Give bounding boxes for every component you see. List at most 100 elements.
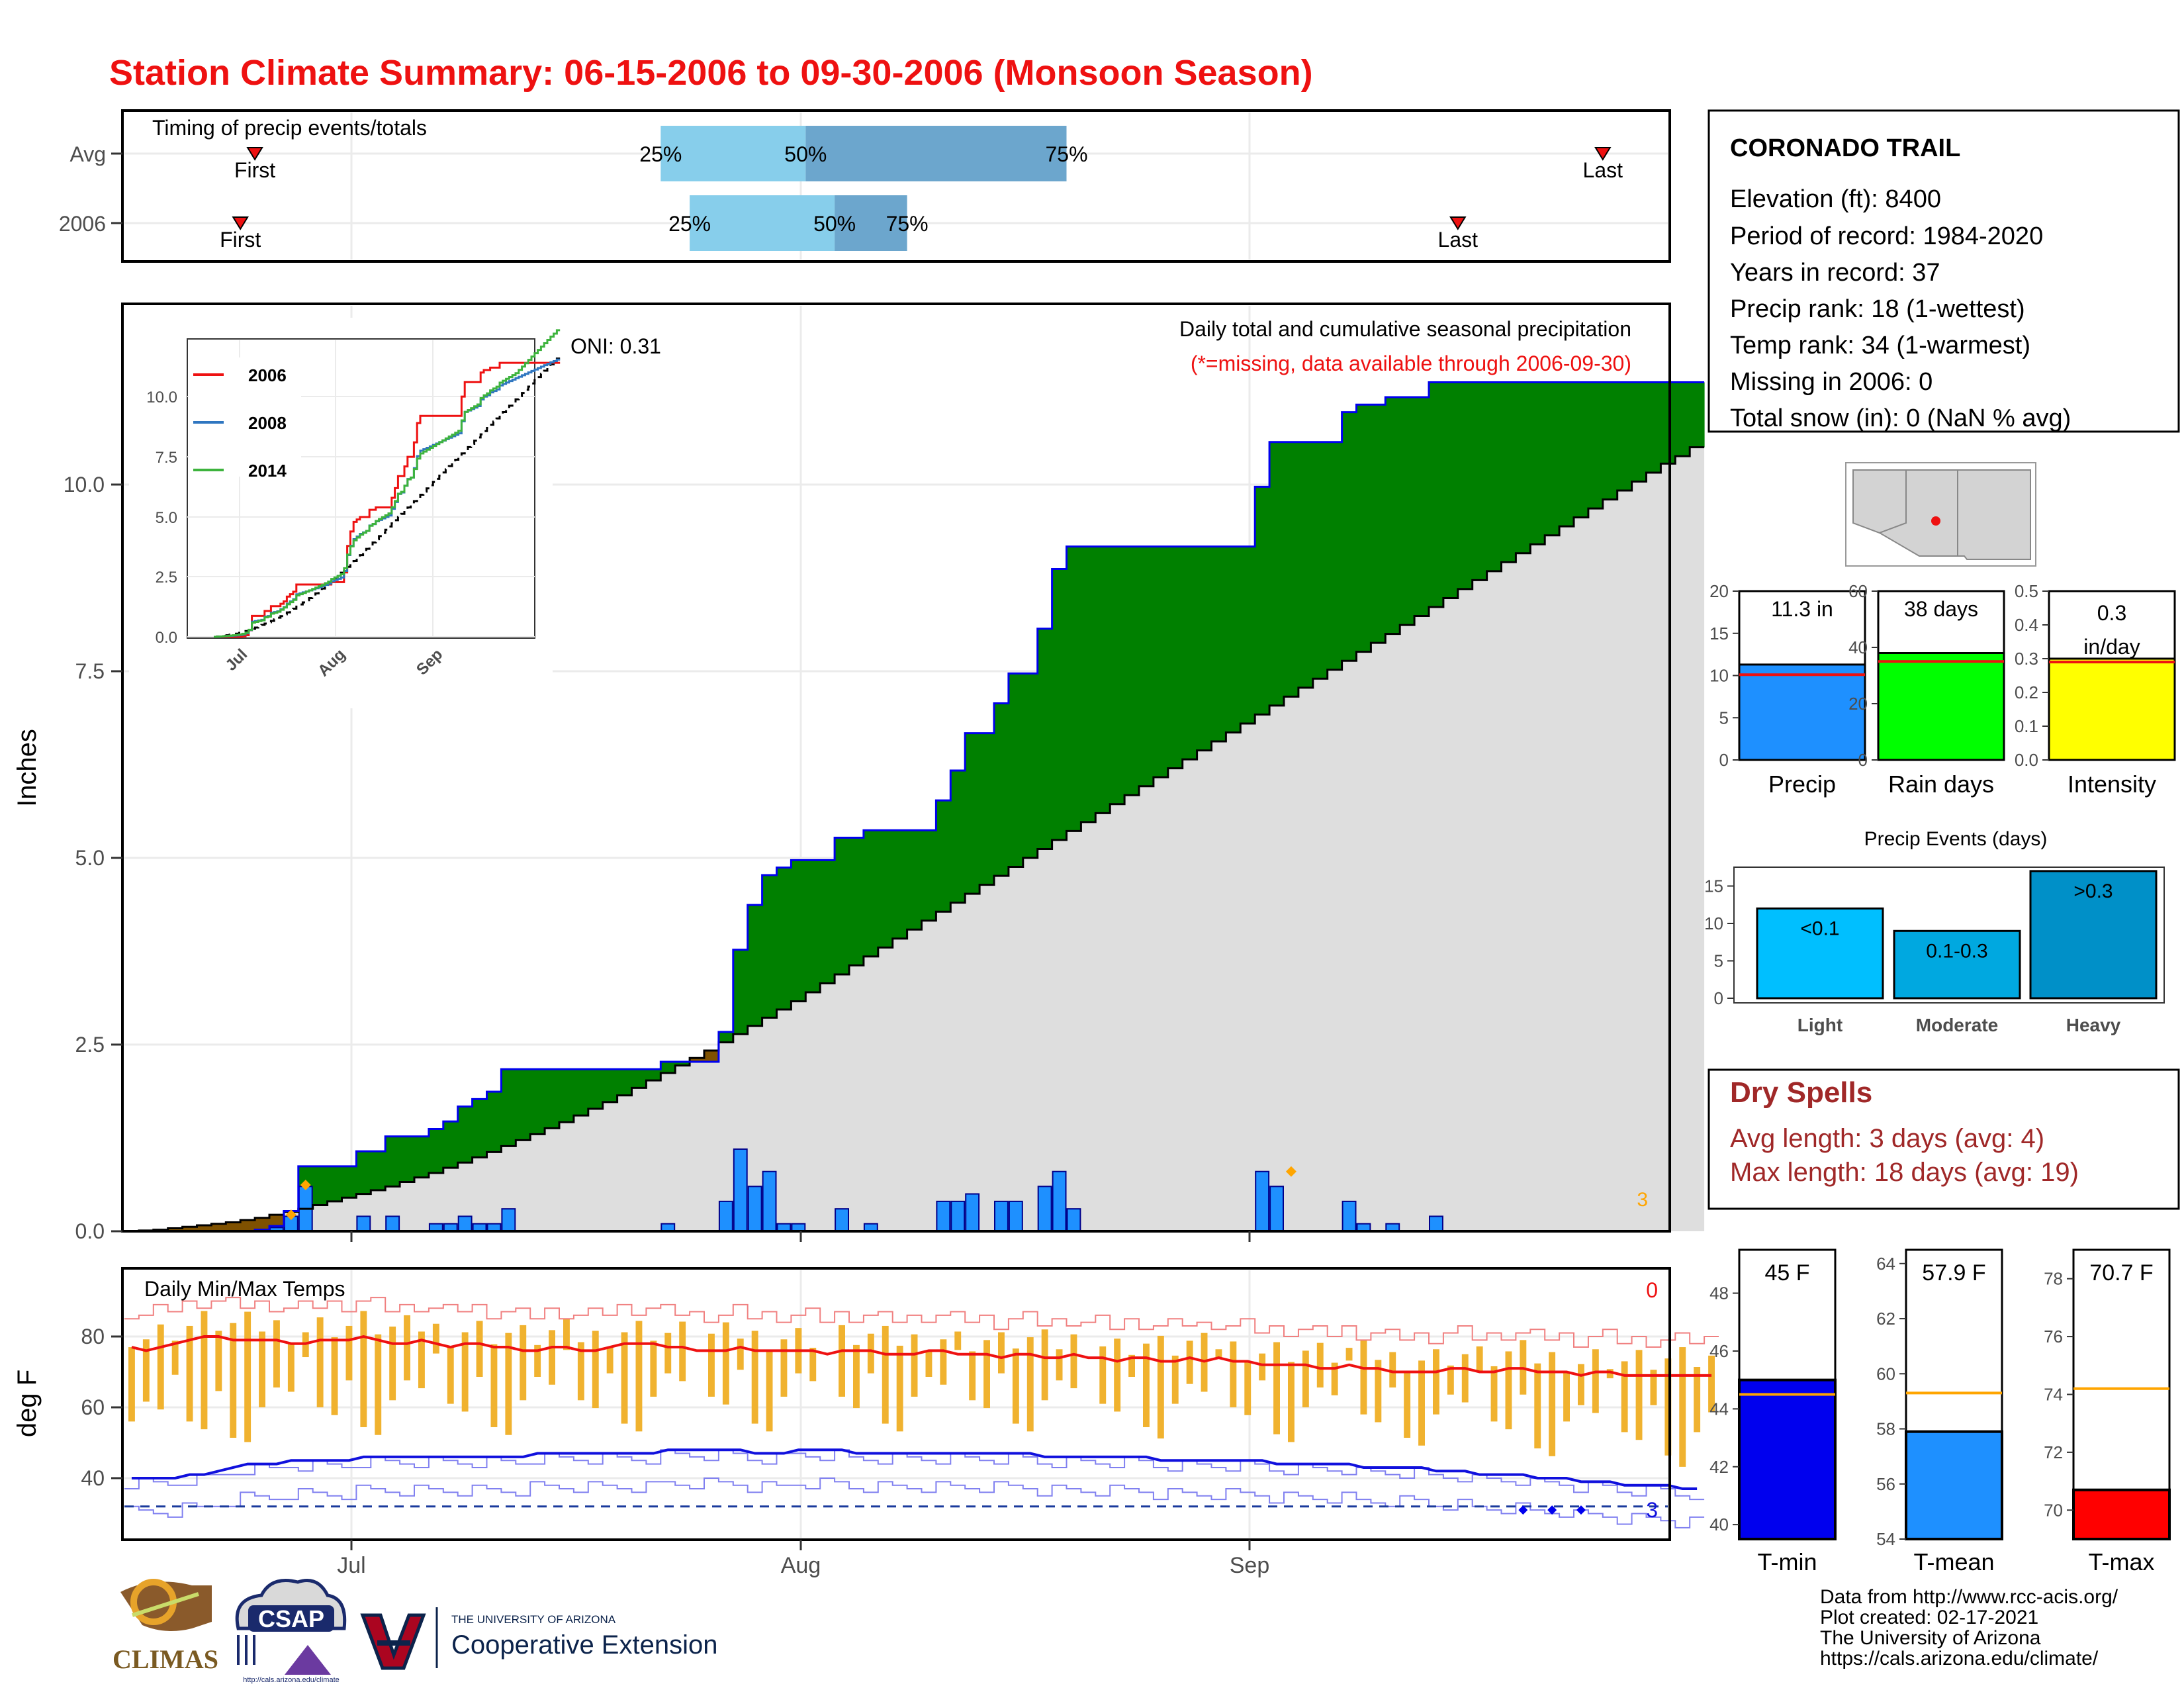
csap-wordmark: CSAP <box>258 1605 324 1632</box>
oni-label: ONI: 0.31 <box>570 334 661 358</box>
summary-y-tick: 0 <box>1719 750 1729 770</box>
footer-line: https://cals.arizona.edu/climate/ <box>1820 1648 2099 1669</box>
event-y-tick: 5 <box>1714 951 1723 971</box>
precip-y-tick: 0.0 <box>75 1219 105 1243</box>
precip-corner-count: 3 <box>1637 1189 1648 1211</box>
below-avg-fill <box>269 1215 285 1227</box>
temp-y-tick: 40 <box>81 1466 105 1490</box>
daily-temp-range-bar <box>1664 1358 1672 1456</box>
inset-2014-line <box>214 329 561 638</box>
temp-summary-y-tick: 78 <box>2044 1269 2063 1289</box>
daily-temp-range-bar <box>1288 1362 1295 1442</box>
timing-label: Timing of precip events/totals <box>152 116 427 140</box>
precip-y-tick: 2.5 <box>75 1033 105 1056</box>
dry-spells-avg: Avg length: 3 days (avg: 4) <box>1730 1124 2044 1153</box>
timing-first-marker <box>246 147 263 161</box>
csap-url: http://cals.arizona.edu/climate <box>243 1676 340 1684</box>
daily-temp-range-bar <box>1389 1352 1396 1388</box>
daily-temp-range-bar <box>621 1332 628 1424</box>
precip-heading: Daily total and cumulative seasonal prec… <box>1179 317 1631 341</box>
above-avg-fill <box>805 860 821 993</box>
above-avg-fill <box>1414 397 1430 616</box>
timing-last-marker <box>1449 216 1467 230</box>
summary-y-tick: 0.1 <box>2015 716 2038 736</box>
inset-y-tick: 7.5 <box>156 449 177 467</box>
record-min-line <box>124 1477 1705 1528</box>
daily-temp-range-bar <box>230 1323 237 1438</box>
above-avg-fill <box>1023 673 1038 858</box>
summary-bar-charts: 11.3 in Precip 0 5 10 15 20 38 days Rain days 0 20… <box>1709 581 2176 798</box>
above-avg-fill <box>892 830 908 939</box>
above-avg-fill <box>733 949 749 1035</box>
summary-y-tick: 60 <box>1848 581 1868 601</box>
daily-temp-range-bar <box>1505 1351 1512 1430</box>
extreme-precip-marker <box>1285 1166 1297 1177</box>
summary-value-unit: in/day <box>2083 635 2140 659</box>
summary-value-bar <box>1877 652 2005 761</box>
temp-summary-y-tick: 58 <box>1876 1419 1895 1439</box>
daily-temp-range-bar <box>215 1331 222 1391</box>
above-avg-fill <box>965 733 980 894</box>
precip-y-tick: 7.5 <box>75 659 105 683</box>
daily-temp-range-bar <box>911 1334 918 1397</box>
timing-first-marker <box>232 216 249 230</box>
daily-temp-range-bar <box>1143 1343 1150 1427</box>
above-avg-fill <box>979 733 995 885</box>
above-avg-fill <box>1226 546 1241 733</box>
daily-temp-range-bar <box>1316 1342 1324 1388</box>
daily-temp-range-bar <box>273 1320 280 1388</box>
daily-temp-range-bar <box>839 1325 845 1397</box>
above-avg-fill <box>1559 382 1574 527</box>
daily-precip-bar <box>457 1215 473 1232</box>
daily-precip-bar <box>733 1148 748 1233</box>
daily-precip-bar <box>1037 1186 1052 1232</box>
summary-y-tick: 0.4 <box>2015 615 2038 635</box>
above-avg-fill <box>472 1099 487 1158</box>
footer-line: Data from http://www.rcc-acis.org/ <box>1820 1586 2118 1608</box>
above-avg-fill <box>1139 546 1154 786</box>
above-avg-fill <box>1110 546 1125 804</box>
summary-y-tick: 0.0 <box>2015 750 2038 770</box>
timing-q75-label: 75% <box>1045 142 1087 166</box>
daily-temp-range-bar <box>476 1321 483 1377</box>
above-avg-fill <box>950 771 966 903</box>
dry-spells-max: Max length: 18 days (avg: 19) <box>1730 1158 2079 1187</box>
above-avg-fill <box>559 1069 574 1123</box>
daily-temp-range-bar <box>142 1339 150 1402</box>
daily-temp-range-bar <box>722 1322 729 1405</box>
above-avg-fill <box>660 1061 676 1073</box>
daily-temp-range-bar <box>1114 1338 1121 1412</box>
event-category-label: Light <box>1797 1015 1843 1035</box>
temp-summary-value: 57.9 F <box>1922 1260 1985 1286</box>
above-avg-fill <box>501 1069 516 1147</box>
daily-temp-range-bar <box>360 1311 367 1427</box>
precip-y-axis-label: Inches <box>13 729 42 807</box>
above-avg-fill <box>1167 546 1183 769</box>
daily-temp-range-bar <box>1099 1346 1107 1404</box>
freeze-day-marker <box>1518 1505 1528 1515</box>
inset-y-tick: 10.0 <box>146 389 177 406</box>
above-avg-fill <box>1472 382 1488 581</box>
above-avg-fill <box>1530 382 1545 545</box>
daily-temp-range-bar <box>1578 1364 1584 1405</box>
above-avg-fill <box>327 1166 342 1201</box>
above-avg-fill <box>1690 382 1705 447</box>
daily-temp-range-bar <box>983 1340 990 1409</box>
below-avg-fill <box>240 1220 255 1231</box>
locator-map <box>1845 462 2036 567</box>
temp-y-axis-label: deg F <box>13 1370 42 1437</box>
above-avg-fill <box>776 867 792 1009</box>
daily-temp-range-bar <box>896 1345 903 1432</box>
timing-q25-label: 25% <box>639 142 682 166</box>
station-info-line: Elevation (ft): 8400 <box>1730 185 1941 213</box>
above-avg-fill <box>646 1069 661 1081</box>
csap-logo: CSAP http://cals.arizona.edu/climate <box>235 1579 347 1684</box>
daily-temp-range-bar <box>1331 1362 1338 1395</box>
footer-credits: Data from http://www.rcc-acis.org/ Plot … <box>1820 1586 2118 1669</box>
temp-summary-label: T-mean <box>1913 1548 1994 1575</box>
above-avg-fill <box>1255 487 1270 715</box>
record-min-line-2 <box>124 1449 1705 1501</box>
summary-value-bar <box>1738 663 1866 761</box>
daily-temp-range-bar <box>1694 1367 1701 1432</box>
daily-precip-bar <box>950 1200 966 1233</box>
